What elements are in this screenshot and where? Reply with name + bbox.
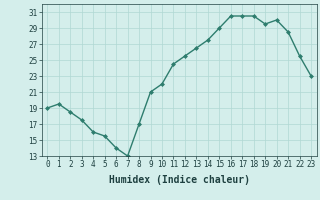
X-axis label: Humidex (Indice chaleur): Humidex (Indice chaleur) <box>109 175 250 185</box>
